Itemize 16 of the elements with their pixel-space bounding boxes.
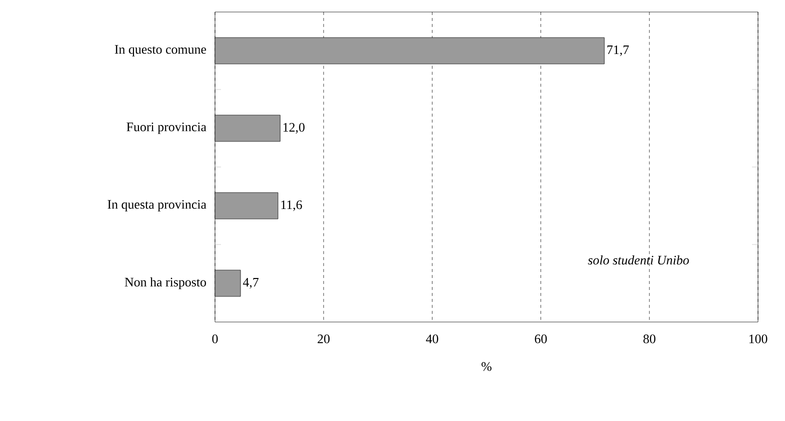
x-axis-title: % bbox=[482, 362, 492, 371]
y-tick-label: Fuori provincia bbox=[126, 122, 206, 134]
y-tick-label: Non ha risposto bbox=[124, 277, 206, 290]
x-tick-label: 20 bbox=[318, 334, 330, 344]
data-label: 12,0 bbox=[284, 122, 305, 134]
annotation: solo studenti Unibo bbox=[588, 255, 689, 265]
data-label: 71,7 bbox=[607, 45, 629, 56]
x-tick-label: 100 bbox=[749, 334, 768, 344]
data-label: 4,7 bbox=[242, 278, 259, 289]
x-tick-label: 60 bbox=[534, 334, 547, 344]
y-tick-label: In questo comune bbox=[114, 45, 206, 56]
data-label: 11,6 bbox=[281, 200, 302, 212]
x-tick-label: 40 bbox=[426, 334, 438, 344]
x-tick-label: 0 bbox=[212, 334, 218, 344]
x-tick-label: 80 bbox=[643, 334, 656, 344]
y-tick-label: In questa provincia bbox=[108, 200, 206, 212]
